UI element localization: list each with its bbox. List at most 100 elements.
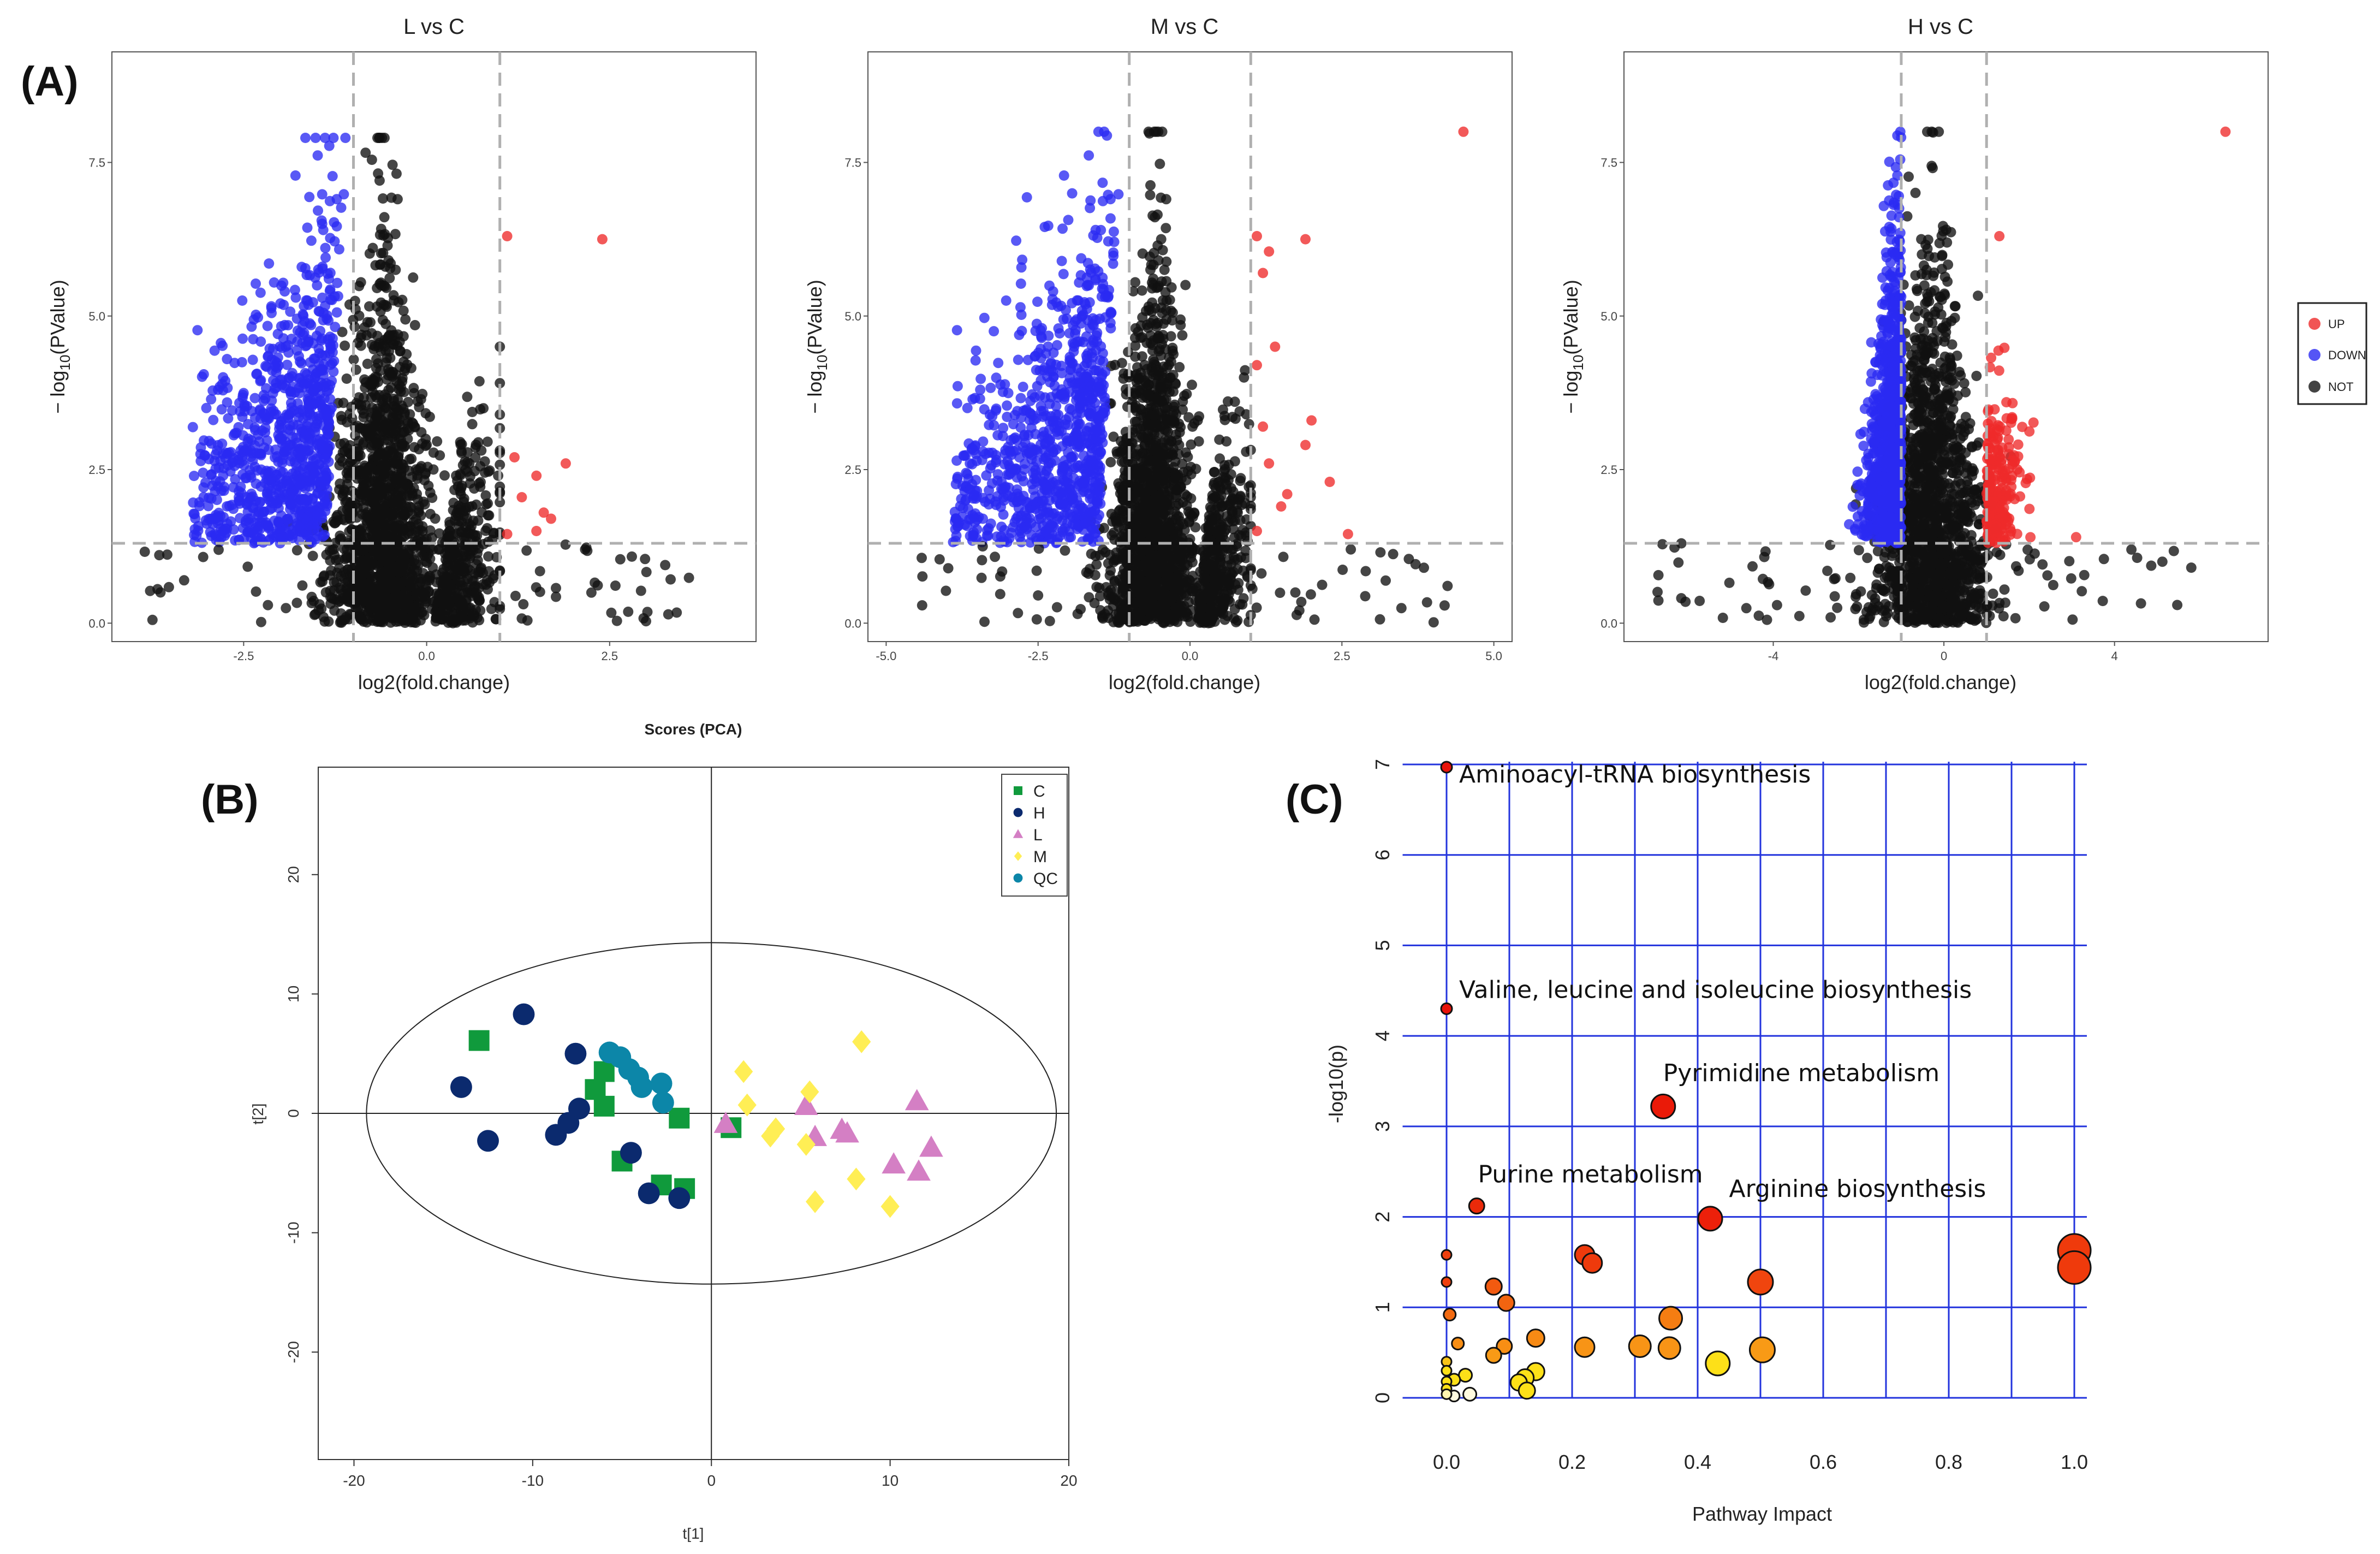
volcano-point-down — [238, 388, 249, 399]
volcano-point-not — [371, 420, 382, 431]
volcano-point-down — [322, 425, 332, 436]
volcano-point-not — [407, 490, 418, 501]
volcano-point-not — [340, 340, 350, 351]
volcano-point-not — [384, 446, 395, 456]
volcano-point-not — [1206, 516, 1217, 527]
volcano-point-not — [1175, 314, 1186, 325]
volcano-point-not — [1174, 440, 1185, 450]
volcano-point-not — [495, 459, 505, 470]
volcano-point-not — [369, 601, 380, 612]
volcano-point-down — [287, 367, 297, 378]
volcano-point-not — [1174, 427, 1185, 438]
volcano-point-not — [337, 327, 348, 337]
y-tick-label: 7.5 — [88, 156, 105, 170]
volcano-point-down — [281, 476, 292, 487]
volcano-point-down — [276, 416, 287, 426]
volcano-point-not — [382, 460, 392, 471]
y-label-sub: 10 — [57, 355, 73, 371]
volcano-point-down — [275, 341, 285, 352]
volcano-point-down — [255, 375, 266, 385]
volcano-point-not — [467, 407, 478, 417]
volcano-point-not — [366, 392, 377, 403]
volcano-point-not — [425, 571, 436, 582]
volcano-point-not — [638, 613, 649, 624]
volcano-point-up — [538, 507, 549, 518]
volcano-point-down — [237, 333, 248, 344]
volcano-point-not — [1143, 590, 1154, 601]
volcano-point-down — [290, 170, 301, 181]
volcano-point-down — [299, 316, 310, 327]
volcano-point-down — [295, 356, 305, 367]
volcano-point-not — [331, 594, 342, 605]
volcano-point-down — [327, 171, 338, 182]
volcano-point-down — [320, 133, 330, 143]
volcano-point-not — [1140, 306, 1151, 316]
volcano-point-not — [1161, 223, 1171, 234]
volcano-point-not — [1229, 396, 1240, 407]
volcano-point-not — [409, 388, 419, 399]
volcano-point-not — [385, 382, 396, 393]
volcano-point-not — [449, 605, 460, 616]
volcano-point-not — [1081, 567, 1092, 578]
volcano-point-not — [439, 470, 450, 481]
volcano-point-down — [331, 221, 342, 232]
volcano-point-not — [473, 569, 484, 580]
volcano-point-not — [365, 412, 376, 423]
volcano-point-down — [318, 224, 329, 235]
volcano-point-not — [1214, 551, 1225, 562]
volcano-point-not — [1235, 476, 1246, 487]
volcano-point-not — [454, 507, 465, 518]
volcano-point-not — [472, 555, 483, 566]
volcano-point-down — [324, 140, 335, 151]
volcano-point-not — [1229, 604, 1240, 615]
volcano-point-not — [409, 422, 420, 432]
volcano-point-not — [392, 394, 403, 405]
volcano-point-down — [254, 404, 265, 415]
volcano-point-not — [1153, 524, 1164, 535]
volcano-point-not — [441, 604, 452, 615]
volcano-point-down — [245, 513, 256, 524]
volcano-point-not — [476, 445, 487, 456]
volcano-point-not — [1221, 436, 1232, 447]
volcano-point-down — [260, 423, 271, 434]
volcano-point-not — [406, 363, 416, 373]
volcano-point-down — [208, 414, 219, 425]
volcano-point-not — [438, 571, 449, 582]
volcano-point-not — [456, 532, 467, 543]
volcano-point-not — [412, 396, 423, 407]
volcano-point-not — [1148, 315, 1159, 325]
volcano-point-not — [590, 577, 600, 588]
volcano-point-not — [1157, 307, 1168, 318]
volcano-point-down — [316, 335, 326, 346]
volcano-point-down — [330, 322, 341, 333]
volcano-point-not — [665, 574, 676, 585]
volcano-point-not — [467, 419, 478, 430]
volcano-point-not — [354, 537, 365, 548]
volcano-point-down — [297, 464, 308, 474]
volcano-point-not — [391, 545, 402, 556]
volcano-point-down — [291, 498, 302, 509]
volcano-point-down — [263, 521, 273, 532]
volcano-point-not — [263, 600, 273, 610]
volcano-point-down — [264, 258, 275, 269]
volcano-point-not — [407, 472, 418, 483]
volcano-point-down — [200, 477, 211, 488]
y-label-tail: (PValue) — [46, 280, 69, 354]
volcano-point-down — [249, 422, 260, 433]
volcano-point-not — [1115, 504, 1126, 515]
volcano-point-down — [263, 444, 274, 455]
volcano-point-down — [209, 455, 220, 466]
volcano-point-not — [421, 533, 432, 544]
volcano-point-not — [518, 599, 529, 610]
volcano-point-not — [1191, 464, 1201, 474]
volcano-point-not — [341, 373, 352, 384]
volcano-point-not — [551, 591, 561, 602]
volcano-point-not — [611, 615, 622, 626]
volcano-point-not — [495, 497, 505, 508]
volcano-point-not — [378, 482, 389, 493]
volcano-point-down — [312, 150, 323, 161]
volcano-point-not — [417, 389, 428, 399]
volcano-point-not — [1147, 297, 1158, 308]
volcano-point-down — [255, 496, 266, 507]
volcano-point-not — [448, 497, 459, 508]
